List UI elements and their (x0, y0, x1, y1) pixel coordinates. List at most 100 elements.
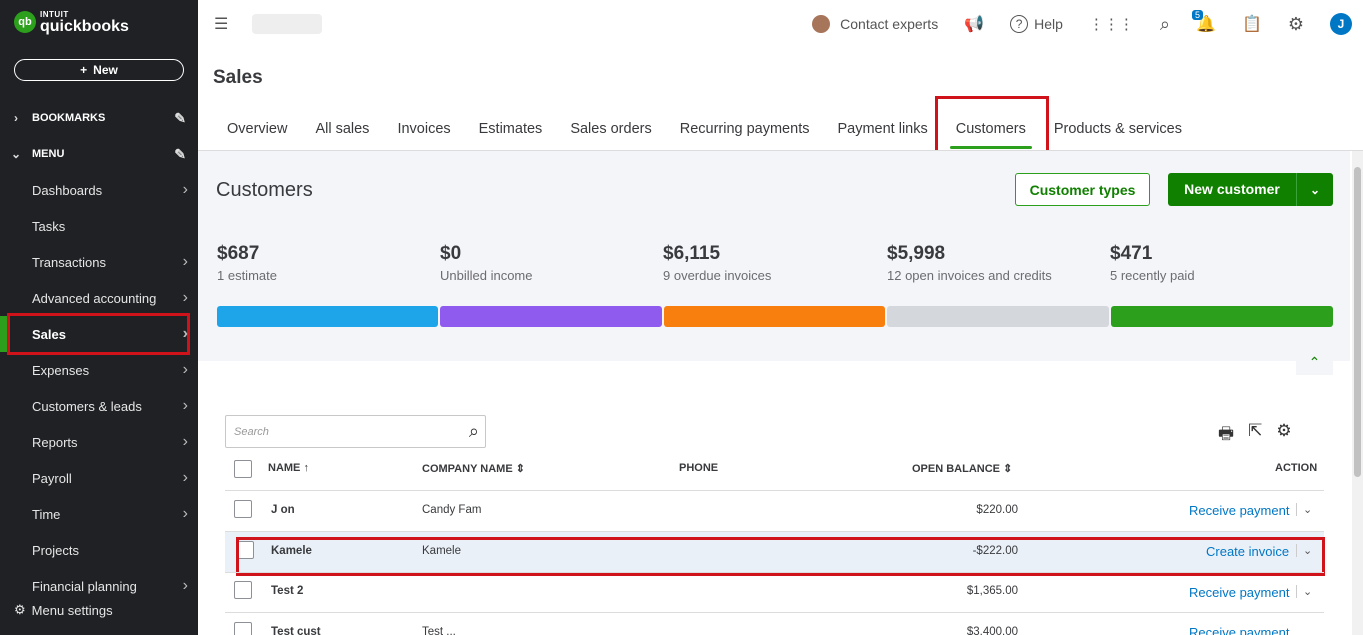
column-header-company[interactable]: COMPANY NAME ⇕ (422, 462, 525, 475)
column-header-phone[interactable]: PHONE (679, 462, 719, 474)
chevron-down-icon[interactable]: ⌄ (1309, 182, 1321, 197)
metric-label: 1 estimate (217, 268, 277, 283)
contact-experts-button[interactable]: Contact experts (812, 15, 938, 33)
quickbooks-logo[interactable]: qb INTUIT quickbooks (14, 10, 129, 35)
metric-value: $6,115 (663, 243, 721, 264)
sidebar-item-payroll[interactable]: Payroll › (0, 460, 198, 496)
export-icon[interactable]: ⇱ (1248, 421, 1263, 440)
column-header-name[interactable]: NAME ↑ (268, 462, 309, 474)
user-avatar[interactable]: J (1330, 13, 1352, 35)
open-balance: $1,365.00 (966, 585, 1018, 597)
sidebar-item-financial-planning[interactable]: Financial planning › (0, 568, 198, 604)
chevron-right-icon: › (182, 325, 188, 342)
menu-section[interactable]: ⌄ MENU ✎ (0, 142, 198, 166)
receive-payment-link[interactable]: Receive payment (1189, 503, 1290, 518)
tab-invoices[interactable]: Invoices (397, 121, 451, 137)
column-header-open-balance[interactable]: OPEN BALANCE ⇕ (912, 462, 1012, 475)
notifications-button[interactable]: 5 🔔 (1192, 10, 1216, 34)
sidebar-item-time[interactable]: Time › (0, 496, 198, 532)
row-checkbox[interactable] (234, 500, 252, 518)
tab-recurring-payments[interactable]: Recurring payments (679, 121, 810, 137)
customer-types-button[interactable]: Customer types (1015, 173, 1150, 206)
chevron-right-icon: › (182, 397, 188, 414)
open-balance: $220.00 (976, 504, 1018, 516)
header-label: OPEN BALANCE (912, 463, 1001, 475)
metric-open-invoices[interactable]: $5,998 12 open invoices and credits (887, 243, 1052, 283)
customer-name[interactable]: J on (271, 504, 295, 516)
help-button[interactable]: ? Help (1010, 15, 1063, 33)
pencil-icon[interactable]: ✎ (174, 145, 186, 162)
vertical-scrollbar[interactable] (1352, 151, 1363, 635)
tab-estimates[interactable]: Estimates (478, 121, 543, 137)
metric-overdue[interactable]: $6,115 9 overdue invoices (663, 243, 771, 283)
gear-icon[interactable]: ⚙ (1276, 421, 1292, 440)
chevron-right-icon: › (182, 289, 188, 306)
sidebar-item-transactions[interactable]: Transactions › (0, 244, 198, 280)
new-customer-button[interactable]: New customer ⌄ (1168, 173, 1333, 206)
sort-icon: ⇕ (515, 463, 525, 475)
pencil-icon[interactable]: ✎ (174, 109, 186, 126)
search-placeholder: Search (234, 425, 269, 438)
metric-estimates[interactable]: $687 1 estimate (217, 243, 277, 283)
row-checkbox[interactable] (234, 581, 252, 599)
receive-payment-link[interactable]: Receive payment (1189, 625, 1290, 635)
chevron-right-icon: › (182, 361, 188, 378)
money-bar-unbilled[interactable] (440, 306, 662, 327)
tab-sales-orders[interactable]: Sales orders (570, 121, 652, 137)
select-all-checkbox[interactable] (234, 460, 252, 478)
sidebar-item-advanced-accounting[interactable]: Advanced accounting › (0, 280, 198, 316)
chevron-down-icon[interactable]: ⌄ (1296, 503, 1312, 516)
company-name: Kamele (422, 545, 461, 557)
search-input[interactable]: Search ⌕ (225, 415, 486, 448)
tab-payment-links[interactable]: Payment links (837, 121, 928, 137)
chevron-down-icon[interactable]: ⌄ (1296, 544, 1312, 557)
row-checkbox[interactable] (234, 622, 252, 635)
print-icon[interactable]: 🖶 (1218, 424, 1235, 443)
row-divider (225, 612, 1324, 613)
new-button[interactable]: + New (14, 59, 184, 81)
scrollbar-thumb[interactable] (1354, 167, 1361, 477)
sidebar-item-tasks[interactable]: Tasks (0, 208, 198, 244)
customer-name[interactable]: Kamele (271, 545, 312, 557)
bookmarks-section[interactable]: › BOOKMARKS ✎ (0, 106, 198, 130)
apps-grid-icon[interactable]: ⋮⋮⋮ (1088, 16, 1134, 33)
clipboard-icon[interactable]: 📋 (1241, 16, 1262, 33)
gear-icon[interactable]: ⚙ (1287, 13, 1304, 34)
sidebar-item-label: Sales (32, 326, 66, 342)
search-icon[interactable]: ⌕ (1159, 13, 1171, 34)
sidebar-item-projects[interactable]: Projects (0, 532, 198, 568)
bookmarks-label: BOOKMARKS (32, 112, 106, 124)
sidebar-item-label: Projects (32, 542, 79, 558)
customer-name[interactable]: Test cust (271, 626, 321, 635)
money-bar-estimates[interactable] (217, 306, 438, 327)
company-name: Candy Fam (422, 504, 482, 516)
search-icon[interactable]: ⌕ (468, 421, 479, 441)
metric-unbilled[interactable]: $0 Unbilled income (440, 243, 533, 283)
money-bar-open-invoices[interactable] (887, 306, 1109, 327)
sidebar-item-dashboards[interactable]: Dashboards › (0, 172, 198, 208)
sidebar-item-label: Financial planning (32, 578, 137, 594)
customer-name[interactable]: Test 2 (271, 585, 304, 597)
create-invoice-link[interactable]: Create invoice (1206, 544, 1290, 559)
tab-products-services[interactable]: Products & services (1053, 121, 1182, 137)
megaphone-icon[interactable]: 📢 (964, 16, 985, 33)
tab-overview[interactable]: Overview (227, 121, 288, 137)
company-name-redacted[interactable] (252, 14, 322, 34)
tab-all-sales[interactable]: All sales (315, 121, 370, 137)
sidebar-item-customers-leads[interactable]: Customers & leads › (0, 388, 198, 424)
menu-settings-button[interactable]: ⚙ Menu settings (14, 602, 113, 618)
receive-payment-link[interactable]: Receive payment (1189, 585, 1290, 600)
sidebar-item-label: Expenses (32, 362, 90, 378)
tab-customers[interactable]: Customers (934, 96, 1049, 154)
money-bar-recently-paid[interactable] (1111, 306, 1333, 327)
sidebar-item-expenses[interactable]: Expenses › (0, 352, 198, 388)
collapse-summary-button[interactable]: ⌃ (1296, 350, 1333, 375)
collapse-menu-icon[interactable]: ☰ (214, 16, 229, 33)
chevron-down-icon[interactable]: ⌄ (1296, 585, 1312, 598)
metric-recently-paid[interactable]: $471 5 recently paid (1110, 243, 1195, 283)
sidebar-item-reports[interactable]: Reports › (0, 424, 198, 460)
header-label: NAME (268, 462, 301, 474)
new-customer-label[interactable]: New customer (1168, 173, 1297, 206)
money-bar-overdue[interactable] (664, 306, 885, 327)
sidebar-item-sales[interactable]: Sales › (0, 313, 198, 355)
